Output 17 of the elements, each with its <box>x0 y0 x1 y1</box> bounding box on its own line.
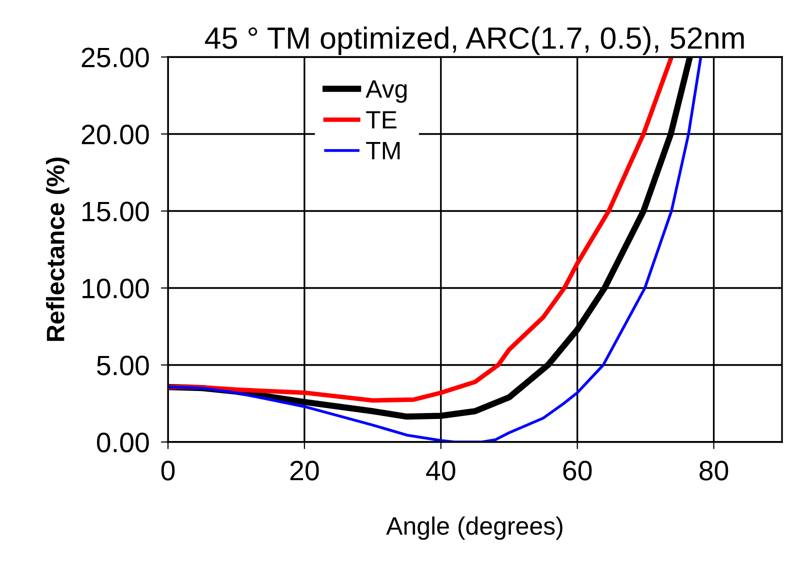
x-tick-label: 40 <box>426 460 456 480</box>
x-axis-title: Angle (degrees) <box>386 516 562 540</box>
y-axis-title: Reflectance (%) <box>46 158 70 341</box>
y-tick-label: 5.00 <box>96 356 149 376</box>
y-tick-label: 0.00 <box>96 432 149 452</box>
y-tick-label: 25.00 <box>82 48 149 68</box>
x-tick-label: 0 <box>161 460 175 480</box>
y-tick-label: 10.00 <box>82 278 149 298</box>
x-tick-label: 20 <box>290 460 319 480</box>
y-tick-label: 20.00 <box>82 124 149 144</box>
x-tick-label: 80 <box>700 460 728 480</box>
y-tick-label: 15.00 <box>82 202 149 222</box>
legend-label: TE <box>366 111 396 128</box>
chart-title: 45 ° TM optimized, ARC(1.7, 0.5), 52nm <box>204 26 744 56</box>
x-tick-label: 60 <box>563 460 592 480</box>
legend-label: TM <box>366 142 400 160</box>
legend-label: Avg <box>366 80 407 103</box>
